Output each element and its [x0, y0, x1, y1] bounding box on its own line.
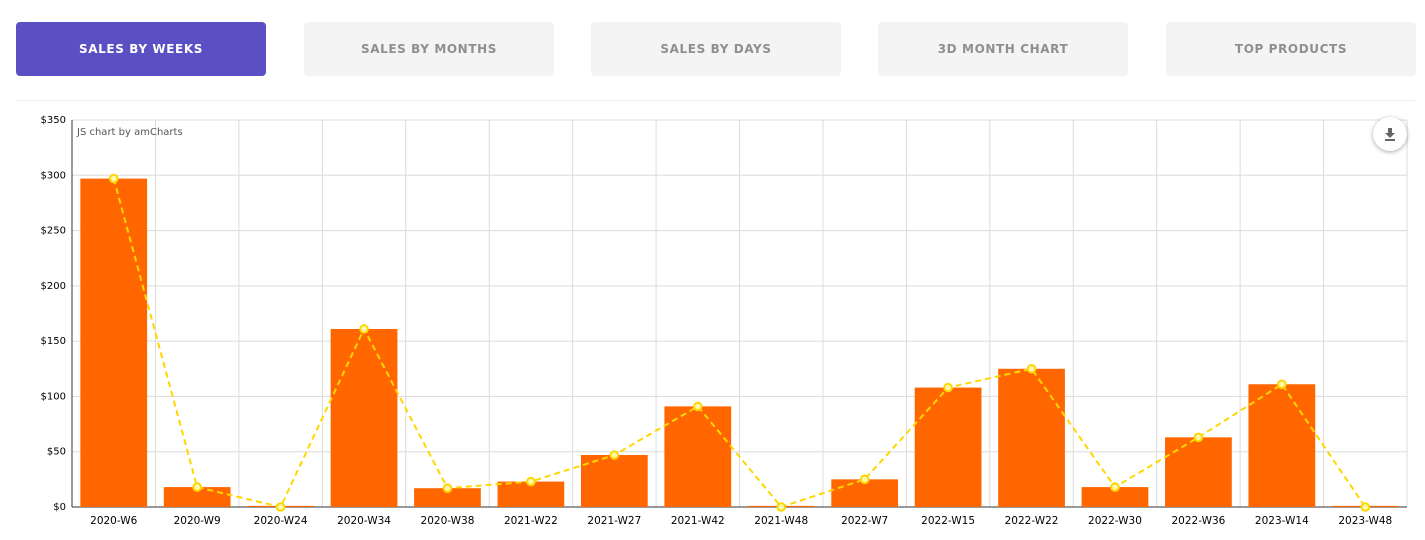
line-point [442, 483, 453, 494]
line-point [359, 324, 369, 334]
line-series [112, 178, 1367, 509]
line-point [192, 482, 202, 492]
bar [1081, 487, 1149, 507]
sales-chart: $0 $50 $100 $150 $200 $250 $300 $350 2020-W6 2020… [41, 115, 1408, 527]
line-point [275, 502, 286, 512]
line-point [1193, 432, 1204, 443]
tab-sales-by-days[interactable]: SALES BY DAYS [591, 22, 841, 76]
line-point [1277, 379, 1287, 390]
chart-credit[interactable]: JS chart by amCharts [77, 127, 183, 138]
x-tick-label: 2020-W38 [421, 515, 475, 527]
bar [998, 368, 1065, 507]
tab-top-products[interactable]: TOP PRODUCTS [1166, 22, 1416, 76]
x-tick-label: 2022-W7 [841, 515, 888, 527]
x-tick-label: 2022-W22 [1005, 515, 1059, 527]
bar [163, 487, 231, 507]
line-point [108, 173, 119, 184]
y-tick-label: $50 [47, 447, 66, 458]
line-point [609, 450, 620, 460]
y-tick-label: $250 [41, 226, 66, 237]
y-tick-label: $150 [41, 336, 66, 347]
x-tick-label: 2020-W24 [254, 515, 308, 527]
bar [580, 455, 648, 507]
line-point [943, 382, 953, 393]
bar [414, 488, 481, 507]
x-tick-label: 2023-W48 [1338, 515, 1392, 527]
y-tick-label: $350 [41, 115, 66, 126]
bar [330, 328, 398, 507]
y-tick-label: $100 [41, 391, 66, 402]
tab-sales-by-months[interactable]: SALES BY MONTHS [304, 22, 554, 76]
x-tick-label: 2021-W48 [754, 515, 808, 527]
x-tick-label: 2021-W42 [671, 515, 725, 527]
x-tick-label: 2022-W30 [1088, 515, 1142, 527]
x-tick-label: 2020-W6 [90, 515, 137, 527]
line-point [1360, 502, 1371, 512]
bar [914, 387, 982, 507]
y-tick-label: $200 [41, 281, 66, 292]
x-tick-label: 2023-W14 [1255, 515, 1309, 527]
line-point [526, 476, 536, 487]
tab-bar: SALES BY WEEKS SALES BY MONTHS SALES BY … [0, 0, 1425, 100]
divider [16, 100, 1415, 101]
y-tick-label: $300 [41, 170, 66, 181]
download-icon [1385, 128, 1395, 141]
bar [80, 178, 148, 508]
tab-sales-by-weeks[interactable]: SALES BY WEEKS [16, 22, 266, 76]
y-tick-label: $0 [53, 502, 66, 513]
x-tick-label: 2020-W34 [337, 515, 391, 527]
line-point [1026, 363, 1037, 374]
x-tick-label: 2022-W36 [1171, 515, 1225, 527]
x-tick-label: 2021-W27 [587, 515, 641, 527]
tab-3d-month-chart[interactable]: 3D MONTH CHART [878, 22, 1128, 76]
bar [1165, 437, 1232, 507]
line-point [859, 474, 870, 485]
download-button[interactable] [1373, 117, 1407, 151]
x-tick-label: 2020-W9 [174, 515, 221, 527]
x-tick-label: 2022-W15 [921, 515, 975, 527]
bar [664, 406, 732, 507]
bar [1248, 384, 1316, 507]
line-point [692, 401, 703, 412]
line-point [776, 502, 787, 512]
line-point [1110, 482, 1120, 492]
x-tick-label: 2021-W22 [504, 515, 558, 527]
